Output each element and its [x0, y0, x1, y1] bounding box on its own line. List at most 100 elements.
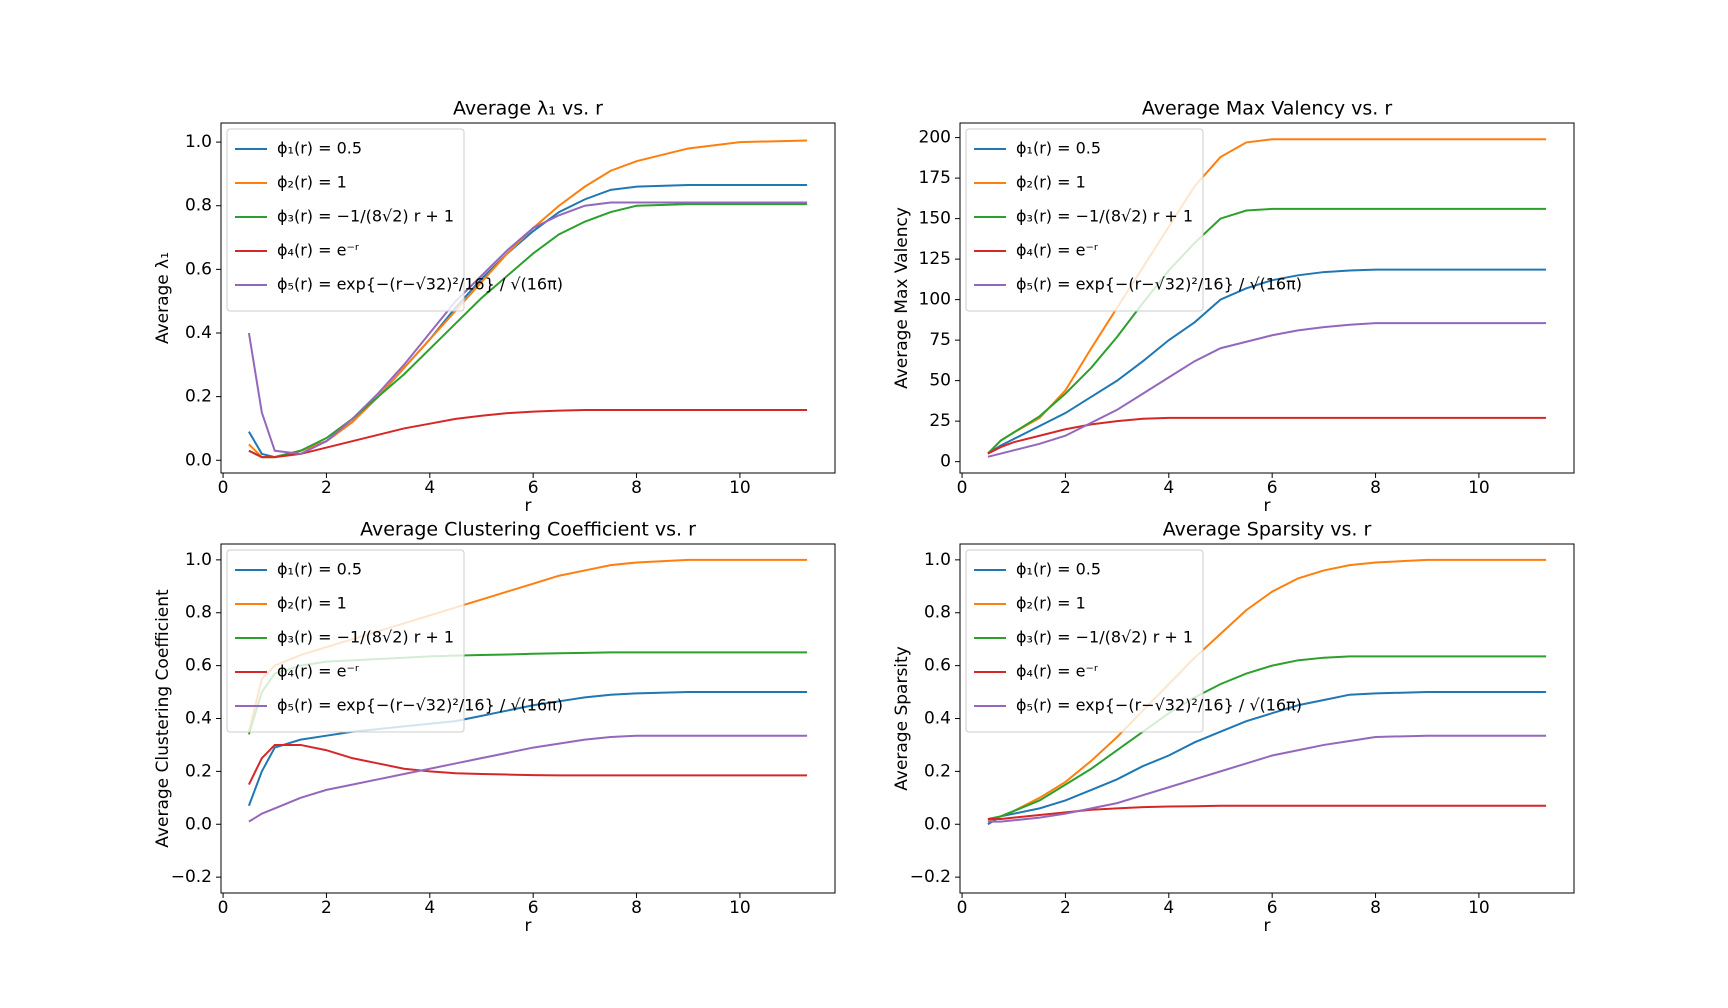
- axes-frame: [959, 122, 1575, 474]
- y-tick-label: 0.8: [185, 196, 212, 216]
- legend-label: ϕ₅(r) = exp{−(r−√32)²/16} / √(16π): [277, 275, 563, 294]
- legend-label: ϕ₄(r) = e⁻ʳ: [277, 662, 360, 681]
- x-tick-label: 10: [729, 898, 751, 918]
- legend-label: ϕ₂(r) = 1: [1016, 594, 1086, 613]
- x-tick-label: 8: [1370, 478, 1381, 498]
- chart-title: Average Clustering Coefficient vs. r: [360, 519, 696, 541]
- x-tick-label: 10: [729, 478, 751, 498]
- legend-label: ϕ₃(r) = −1/(8√2) r + 1: [1016, 207, 1193, 226]
- legend-box: [965, 549, 1204, 733]
- y-tick-label: 0.4: [924, 709, 951, 729]
- y-tick-label: 0.8: [924, 603, 951, 623]
- x-tick-label: 2: [321, 478, 332, 498]
- x-tick-label: 4: [1163, 478, 1174, 498]
- legend-label: ϕ₂(r) = 1: [1016, 173, 1086, 192]
- y-tick-label: −0.2: [910, 867, 951, 887]
- x-tick-label: 8: [631, 898, 642, 918]
- y-tick-label: 0.0: [924, 814, 951, 834]
- series-line: [987, 691, 1547, 826]
- legend-box: [226, 549, 465, 733]
- x-tick-label: 8: [631, 478, 642, 498]
- x-tick-label: 2: [1060, 478, 1071, 498]
- axes-frame: [220, 543, 836, 894]
- legend-label: ϕ₁(r) = 0.5: [1016, 139, 1101, 158]
- y-tick-label: 1.0: [924, 550, 951, 570]
- x-axis-label: r: [525, 496, 532, 516]
- legend-label: ϕ₄(r) = e⁻ʳ: [277, 241, 360, 260]
- y-tick-label: 0.6: [185, 656, 212, 676]
- y-tick-label: 50: [929, 371, 951, 391]
- axes-frame: [220, 122, 836, 474]
- legend-label: ϕ₅(r) = exp{−(r−√32)²/16} / √(16π): [277, 696, 563, 715]
- y-tick-label: 200: [919, 128, 951, 148]
- series-line: [987, 655, 1547, 820]
- x-tick-label: 0: [957, 478, 968, 498]
- series-line: [247, 691, 808, 807]
- series-line: [247, 201, 808, 455]
- series-line: [987, 734, 1547, 823]
- series-line: [987, 558, 1547, 823]
- legend-label: ϕ₅(r) = exp{−(r−√32)²/16} / √(16π): [1016, 275, 1302, 294]
- x-tick-label: 8: [1370, 898, 1381, 918]
- x-tick-label: 2: [321, 898, 332, 918]
- y-axis-label: Average λ₁: [153, 252, 173, 344]
- legend-label: ϕ₄(r) = e⁻ʳ: [1016, 662, 1099, 681]
- chart-title: Average Sparsity vs. r: [1163, 519, 1372, 541]
- y-axis-label: Average Max Valency: [892, 207, 912, 389]
- y-tick-label: 0.0: [185, 814, 212, 834]
- y-tick-label: 25: [929, 411, 951, 431]
- legend-label: ϕ₃(r) = −1/(8√2) r + 1: [277, 628, 454, 647]
- x-tick-label: 4: [424, 898, 435, 918]
- x-tick-label: 6: [1267, 478, 1278, 498]
- y-tick-label: 175: [919, 168, 951, 188]
- y-tick-label: −0.2: [171, 867, 212, 887]
- y-tick-label: 0.2: [185, 761, 212, 781]
- series-line: [248, 203, 808, 459]
- x-tick-label: 6: [528, 898, 539, 918]
- series-line: [987, 268, 1547, 455]
- legend-box: [965, 128, 1204, 312]
- series-line: [987, 804, 1547, 820]
- legend-box: [226, 128, 465, 312]
- y-tick-label: 1.0: [185, 132, 212, 152]
- chart-title: Average Max Valency vs. r: [1142, 98, 1393, 120]
- y-tick-label: 0.6: [185, 259, 212, 279]
- x-tick-label: 6: [1267, 898, 1278, 918]
- x-tick-label: 4: [424, 478, 435, 498]
- y-tick-label: 125: [919, 249, 951, 269]
- legend-label: ϕ₄(r) = e⁻ʳ: [1016, 241, 1099, 260]
- x-tick-label: 0: [218, 478, 229, 498]
- x-tick-label: 0: [957, 898, 968, 918]
- legend-label: ϕ₂(r) = 1: [277, 173, 347, 192]
- y-tick-label: 150: [919, 209, 951, 229]
- y-tick-label: 0.4: [185, 709, 212, 729]
- y-tick-label: 100: [919, 290, 951, 310]
- x-axis-label: r: [1264, 916, 1271, 936]
- chart-title: Average λ₁ vs. r: [453, 98, 603, 120]
- legend-label: ϕ₅(r) = exp{−(r−√32)²/16} / √(16π): [1016, 696, 1302, 715]
- y-tick-label: 0.6: [924, 656, 951, 676]
- y-tick-label: 0.8: [185, 603, 212, 623]
- y-tick-label: 0.0: [185, 450, 212, 470]
- axes-frame: [959, 543, 1575, 894]
- y-tick-label: 0.2: [185, 387, 212, 407]
- legend-label: ϕ₁(r) = 0.5: [1016, 560, 1101, 579]
- legend-label: ϕ₁(r) = 0.5: [277, 560, 362, 579]
- y-axis-label: Average Sparsity: [892, 646, 912, 791]
- series-line: [248, 743, 808, 786]
- legend-label: ϕ₂(r) = 1: [277, 594, 347, 613]
- x-tick-label: 0: [218, 898, 229, 918]
- legend-label: ϕ₃(r) = −1/(8√2) r + 1: [1016, 628, 1193, 647]
- x-tick-label: 4: [1163, 898, 1174, 918]
- x-tick-label: 2: [1060, 898, 1071, 918]
- y-tick-label: 75: [929, 330, 951, 350]
- x-axis-label: r: [525, 916, 532, 936]
- y-tick-label: 0.2: [924, 761, 951, 781]
- y-tick-label: 0: [940, 452, 951, 472]
- x-tick-label: 10: [1468, 478, 1490, 498]
- legend-label: ϕ₃(r) = −1/(8√2) r + 1: [277, 207, 454, 226]
- series-line: [248, 734, 808, 823]
- y-axis-label: Average Clustering Coefficient: [153, 589, 173, 848]
- series-line: [987, 416, 1547, 455]
